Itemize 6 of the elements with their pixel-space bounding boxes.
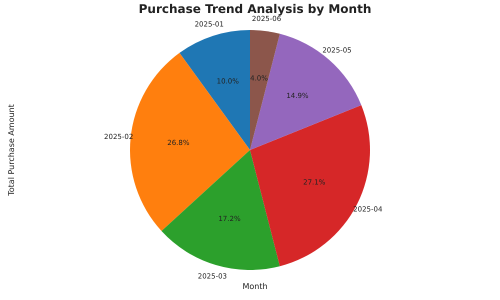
pie-slice (250, 34, 362, 150)
text: Month (242, 282, 268, 291)
chart-title: Purchase Trend Analysis by Month (138, 2, 372, 16)
pie-slice (162, 150, 280, 270)
pie-slice (250, 30, 280, 150)
text: Total Purchase Amount (7, 104, 16, 197)
